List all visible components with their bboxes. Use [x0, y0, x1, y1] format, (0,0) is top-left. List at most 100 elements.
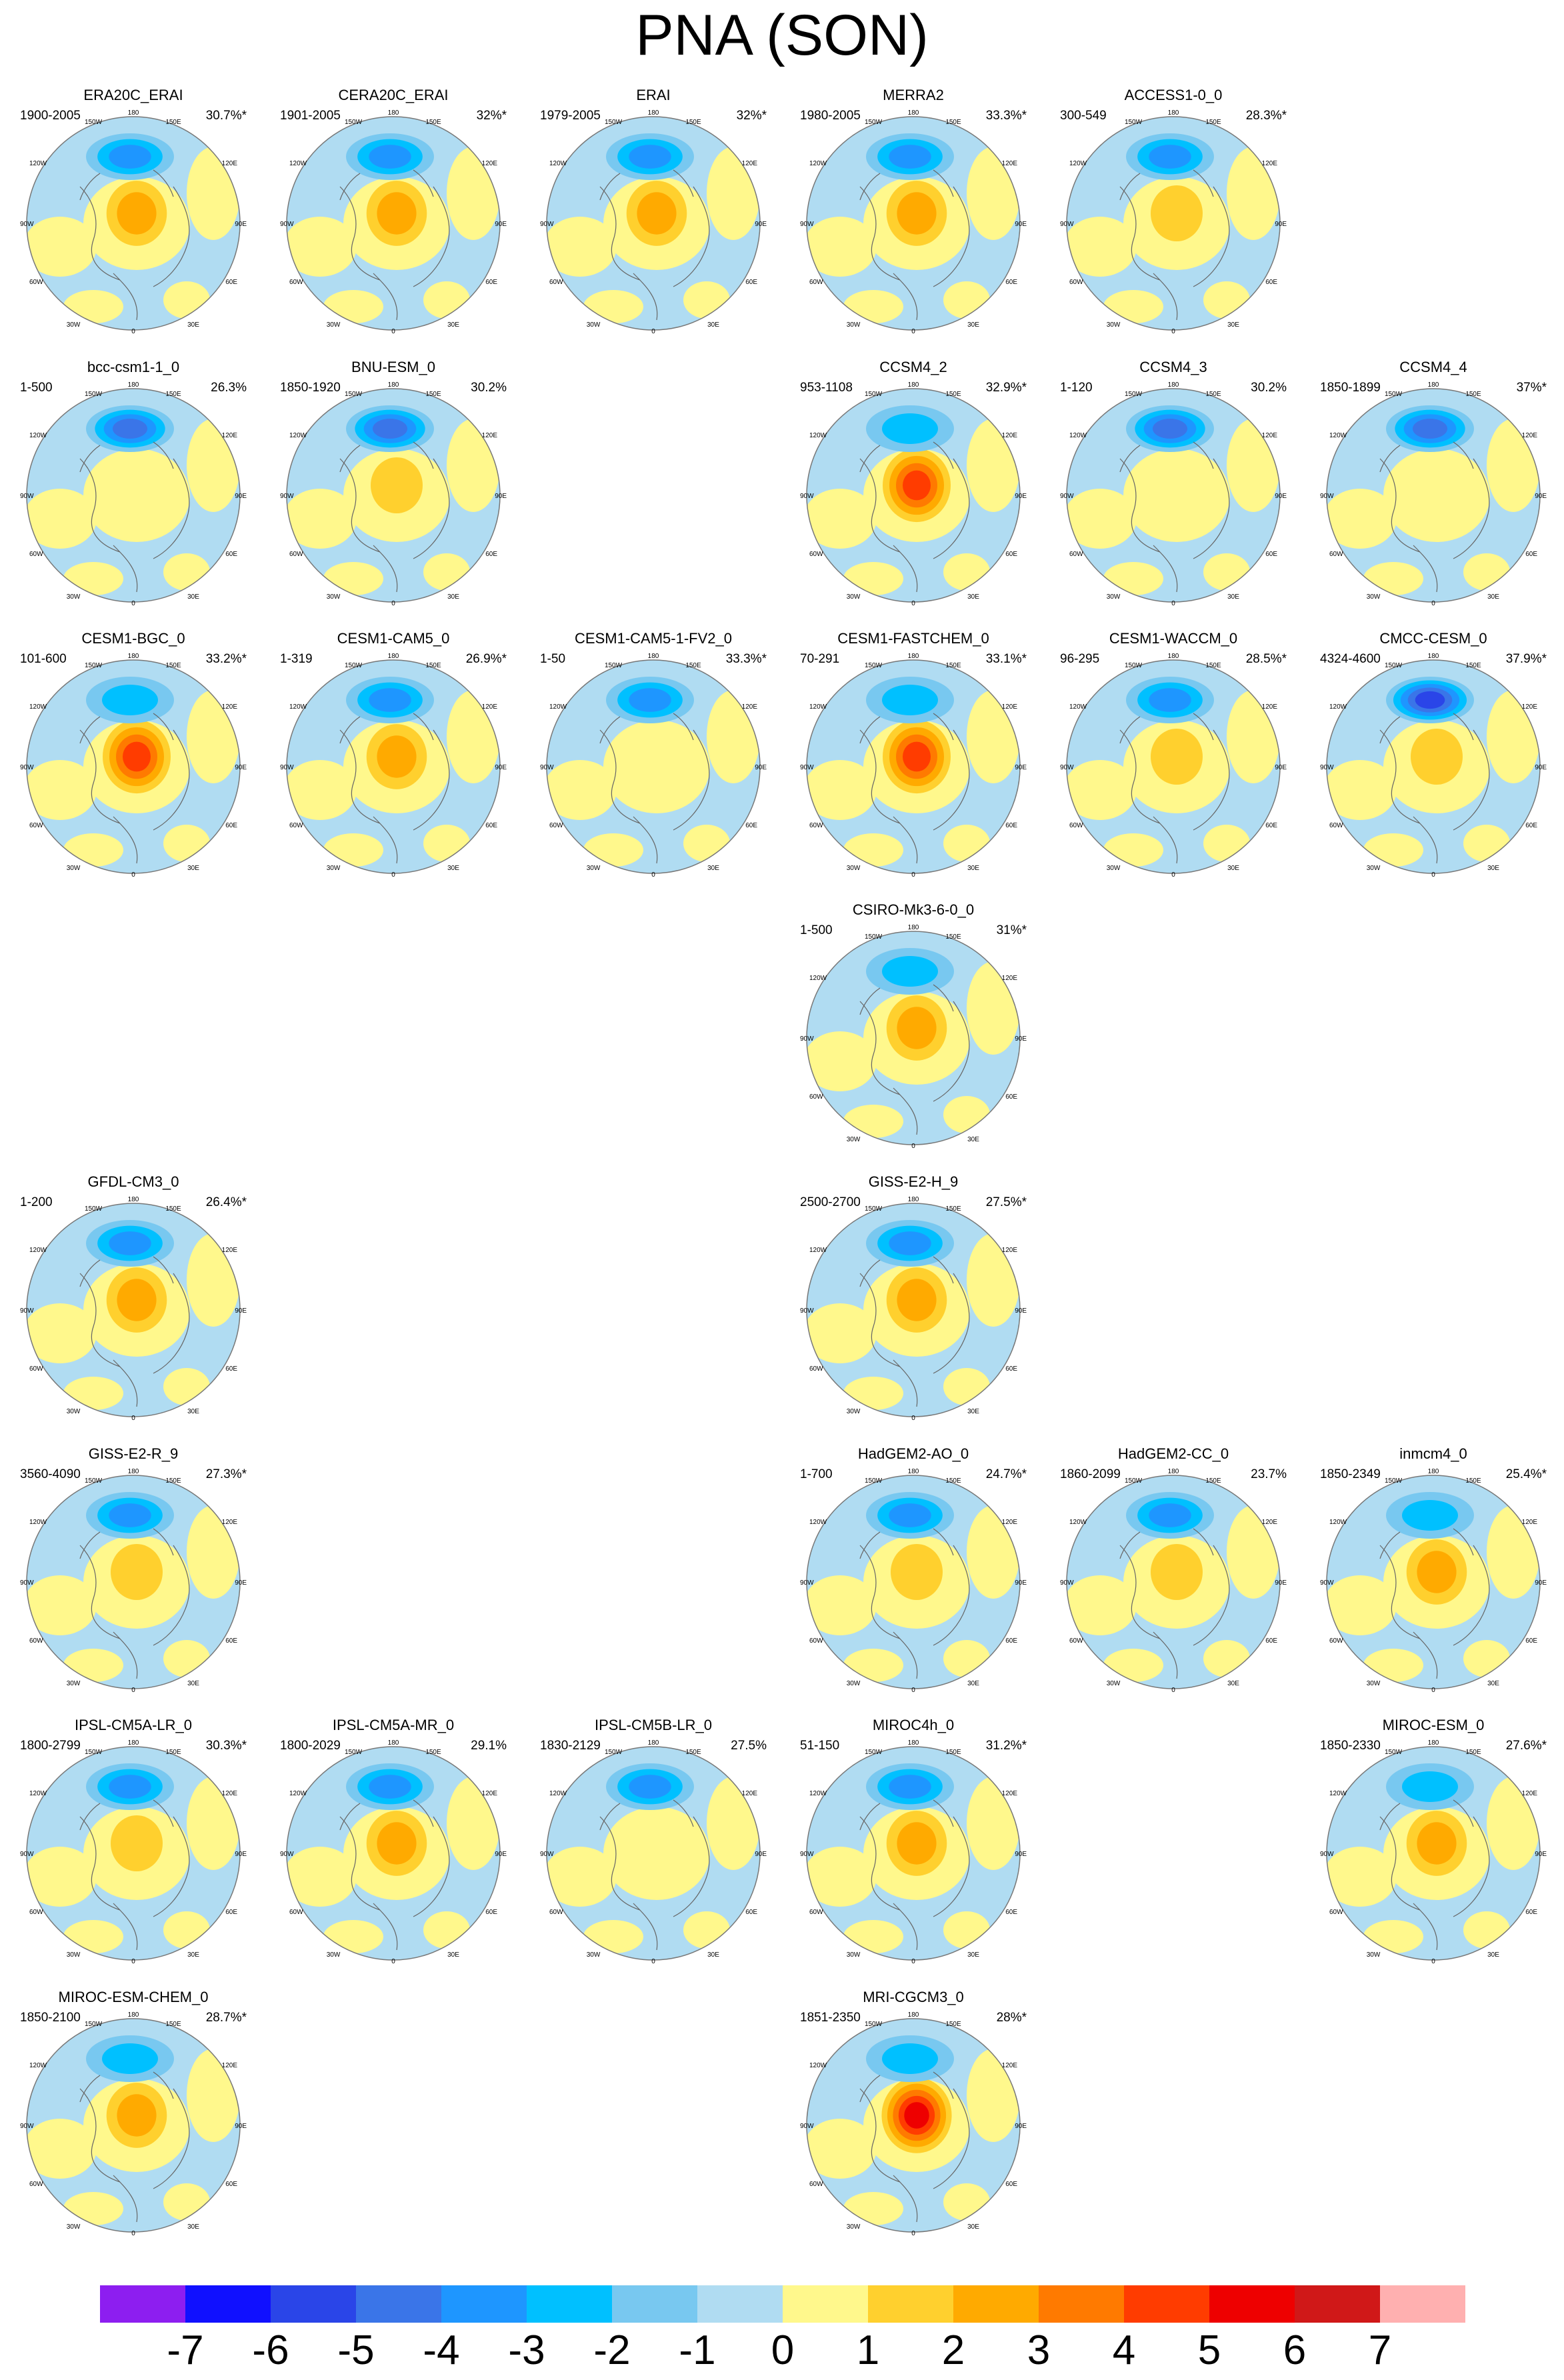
longitude-label: 30E: [447, 865, 459, 872]
coastline: [673, 729, 710, 831]
longitude-label: 60E: [1005, 1365, 1017, 1373]
longitude-label: 30W: [327, 593, 341, 601]
coastline: [893, 816, 918, 864]
longitude-label: 30E: [707, 1951, 719, 1959]
positive-anomaly-band: [1203, 825, 1250, 862]
map-panel: ERAI 1979-2005 32%* 180 150W 150E 120W 120E 90W 9…: [540, 87, 767, 333]
panel-variance-percent: 32%*: [736, 109, 767, 123]
longitude-label: 90E: [1275, 493, 1287, 500]
coastline: [1119, 445, 1141, 473]
map-panel: HadGEM2-AO_0 1-700 24.7%* 180 150W 150E 120W 12…: [800, 1445, 1027, 1692]
longitude-label: 30E: [967, 1136, 979, 1143]
panel-model-name: CCSM4_2: [879, 359, 947, 375]
coastline: [413, 1799, 434, 1827]
longitude-label: 120E: [1002, 1790, 1018, 1797]
panel-variance-percent: 26.3%: [211, 381, 247, 395]
panel-variance-percent: 27.6%*: [1505, 1739, 1547, 1753]
longitude-label: 180: [1168, 653, 1179, 660]
map-panel: MIROC-ESM_0 1850-2330 27.6%* 180 150W 150E 120…: [1320, 1717, 1547, 1963]
panel-model-name: GISS-E2-R_9: [88, 1445, 179, 1462]
map-panel: MRI-CGCM3_0 1851-2350 28%* 180 150W 150E 120W 1…: [800, 1989, 1027, 2235]
coastline: [1453, 1528, 1474, 1556]
longitude-label: 90W: [20, 493, 34, 500]
panel-period: 1-700: [800, 1467, 833, 1481]
longitude-label: 120E: [222, 432, 238, 439]
longitude-label: 60W: [29, 1909, 43, 1916]
coastline: [1413, 545, 1438, 593]
longitude-label: 150W: [1385, 1749, 1403, 1756]
coastline: [339, 716, 361, 744]
longitude-label: 120W: [29, 160, 47, 167]
map-outline: [806, 2018, 1021, 2233]
longitude-label: 150W: [1385, 391, 1403, 398]
longitude-label: 120E: [1002, 975, 1018, 982]
map-outline: [26, 659, 241, 874]
positive-anomaly-band: [807, 1575, 877, 1635]
negative-anomaly-contour: [889, 1775, 931, 1799]
longitude-label: 30W: [1367, 865, 1381, 872]
coastline: [673, 1799, 694, 1827]
polar-map: 180 150W 150E 120W 120E 90W 90E 60W 60E 30W 30E 0: [1060, 653, 1287, 877]
longitude-label: 30E: [447, 321, 459, 329]
panel-period: 1980-2005: [800, 109, 861, 123]
longitude-label: 180: [648, 1739, 659, 1747]
longitude-label: 30E: [1487, 593, 1499, 601]
longitude-label: 0: [911, 1415, 915, 1420]
coastline: [893, 545, 918, 593]
panel-variance-percent: 31%*: [996, 923, 1027, 937]
longitude-label: 150E: [425, 1749, 441, 1756]
panel-model-name: HadGEM2-AO_0: [857, 1445, 969, 1462]
longitude-label: 180: [908, 1196, 919, 1203]
longitude-label: 90W: [280, 221, 294, 228]
polar-map: 180 150W 150E 120W 120E 90W 90E 60W 60E 30W 30E 0: [20, 653, 247, 877]
positive-anomaly-band: [423, 825, 470, 862]
positive-anomaly-band: [63, 833, 123, 867]
panel-variance-percent: 24.7%*: [985, 1467, 1027, 1481]
longitude-label: 0: [131, 600, 135, 605]
longitude-label: 90E: [1015, 493, 1027, 500]
positive-anomaly-band: [603, 720, 710, 813]
colorbar-tick-label: 4: [1112, 2327, 1136, 2373]
longitude-label: 60E: [1005, 2181, 1017, 2188]
map-panel: CCSM4_2 953-1108 32.9%* 180 150W 150E 120W 120E…: [800, 359, 1027, 605]
polar-map: 180 150W 150E 120W 120E 90W 90E 60W 60E 30W 30E 0: [280, 381, 507, 605]
positive-anomaly-band: [27, 217, 97, 277]
longitude-label: 120W: [29, 1247, 47, 1254]
longitude-label: 30E: [967, 321, 979, 329]
coastline: [339, 1803, 361, 1831]
positive-anomaly-band: [943, 1096, 990, 1133]
positive-anomaly-band: [323, 562, 383, 595]
positive-anomaly-band: [1327, 760, 1397, 820]
longitude-label: 0: [911, 1687, 915, 1692]
longitude-label: 0: [1431, 1958, 1435, 1963]
longitude-label: 60E: [1005, 1093, 1017, 1101]
positive-anomaly-band: [1103, 833, 1163, 867]
longitude-label: 120W: [289, 160, 307, 167]
longitude-label: 30W: [587, 1951, 601, 1959]
panel-model-name: bcc-csm1-1_0: [87, 359, 180, 375]
panel-model-name: GFDL-CM3_0: [87, 1173, 179, 1190]
positive-anomaly-band: [583, 290, 643, 323]
panel-model-name: GISS-E2-H_9: [868, 1173, 959, 1190]
longitude-label: 120E: [1002, 432, 1018, 439]
longitude-label: 60E: [1005, 279, 1017, 286]
longitude-label: 0: [1171, 871, 1175, 877]
longitude-label: 150E: [425, 391, 441, 398]
negative-anomaly-contour: [102, 685, 158, 715]
coastline: [413, 169, 434, 197]
panel-model-name: CESM1-BGC_0: [81, 630, 185, 647]
colorbar-tick-label: -1: [679, 2327, 716, 2373]
coastline: [933, 458, 970, 559]
coastline: [79, 2088, 121, 2183]
longitude-label: 90W: [1320, 493, 1334, 500]
coastline: [1379, 1545, 1421, 1639]
longitude-label: 150E: [165, 1749, 181, 1756]
map-panel: ACCESS1-0_0 300-549 28.3%* 180 150W 150E 120W 1…: [1060, 87, 1287, 333]
longitude-label: 120E: [482, 1790, 498, 1797]
coastline: [413, 713, 434, 741]
panel-period: 1850-2349: [1320, 1467, 1381, 1481]
longitude-label: 150E: [945, 2021, 961, 2028]
longitude-label: 150W: [865, 391, 883, 398]
coastline: [1153, 273, 1178, 321]
negative-anomaly-contour: [113, 419, 147, 439]
